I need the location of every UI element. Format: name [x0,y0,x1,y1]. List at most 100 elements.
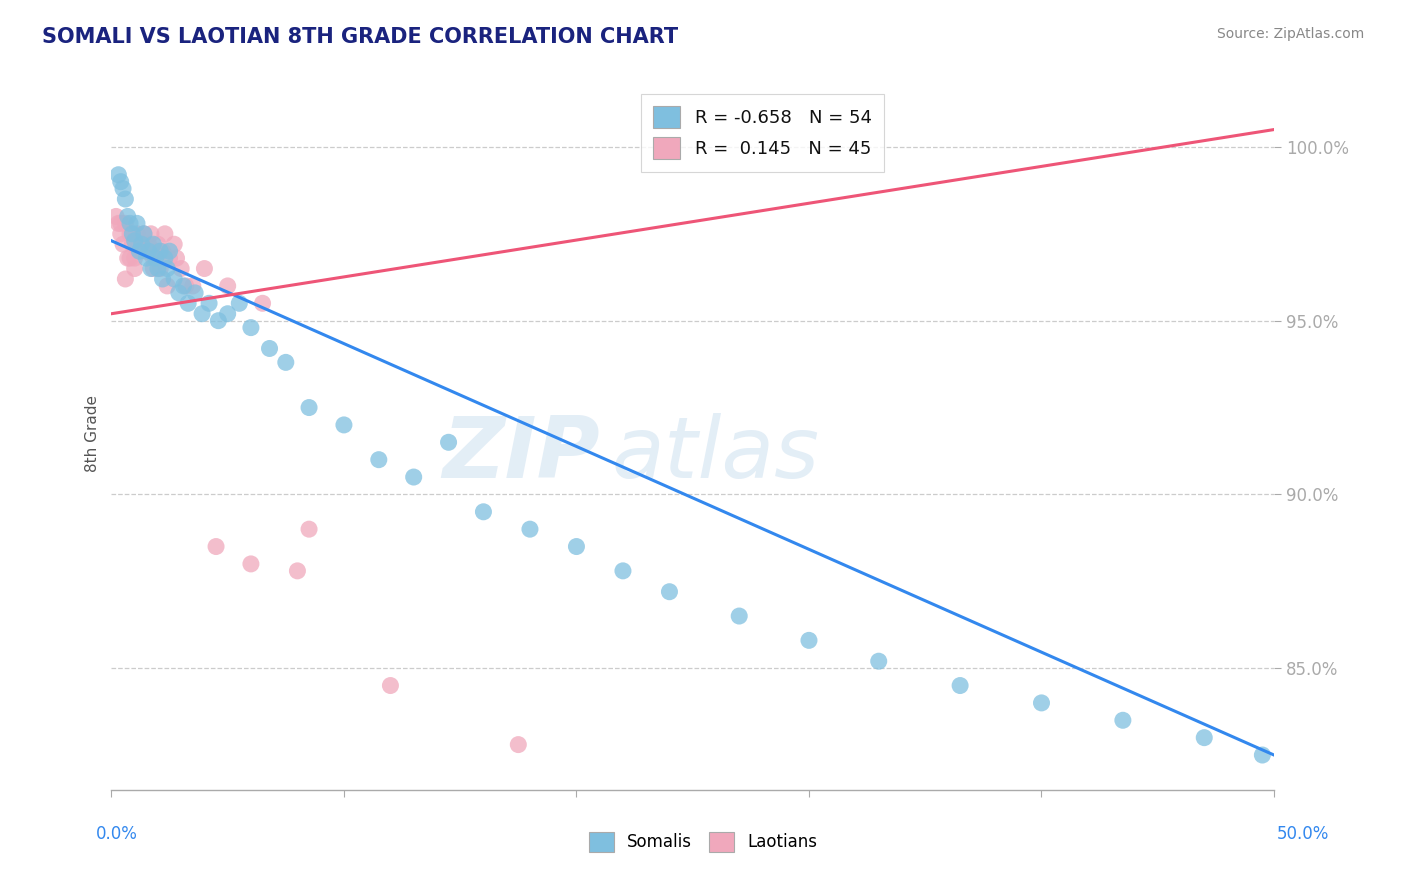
Point [437,435,460,450]
Point [149,261,172,276]
Point [167,285,190,300]
Point [139,227,162,241]
Point [239,320,262,334]
Point [132,227,155,241]
Point [949,679,972,693]
Legend: R = -0.658   N = 54, R =  0.145   N = 45: R = -0.658 N = 54, R = 0.145 N = 45 [641,94,884,172]
Point [125,216,148,230]
Point [152,272,174,286]
Point [1112,713,1135,727]
Point [207,314,229,328]
Point [333,417,356,432]
Point [131,237,153,252]
Point [177,296,200,310]
Point [173,279,195,293]
Point [156,261,179,276]
Point [565,540,588,554]
Point [217,307,239,321]
Point [658,584,681,599]
Point [166,251,188,265]
Point [142,251,165,265]
Point [868,654,890,668]
Point [217,279,239,293]
Text: Source: ZipAtlas.com: Source: ZipAtlas.com [1216,27,1364,41]
Point [114,192,136,206]
Point [112,181,135,195]
Point [110,175,132,189]
Point [156,279,179,293]
Point [124,251,146,265]
Point [107,168,129,182]
Point [125,227,148,241]
Point [1194,731,1216,745]
Point [228,296,250,310]
Text: 0.0%: 0.0% [96,825,138,843]
Point [110,227,132,241]
Point [728,609,751,624]
Point [259,342,281,356]
Point [145,244,167,259]
Text: SOMALI VS LAOTIAN 8TH GRADE CORRELATION CHART: SOMALI VS LAOTIAN 8TH GRADE CORRELATION … [42,27,678,46]
Text: atlas: atlas [612,414,820,497]
Point [274,355,297,369]
Point [163,237,186,252]
Point [114,216,136,230]
Point [131,237,153,252]
Point [252,296,274,310]
Point [198,296,221,310]
Point [152,244,174,259]
Point [191,307,214,321]
Point [298,522,321,536]
Point [380,679,402,693]
Point [135,244,157,259]
Legend: Somalis, Laotians: Somalis, Laotians [582,825,824,859]
Point [1251,747,1274,762]
Point [797,633,820,648]
Y-axis label: 8th Grade: 8th Grade [86,395,100,472]
Point [472,505,495,519]
Point [181,279,204,293]
Point [193,261,215,276]
Point [118,216,141,230]
Point [612,564,634,578]
Point [110,216,132,230]
Point [124,261,146,276]
Point [153,227,176,241]
Point [121,227,143,241]
Point [159,251,181,265]
Point [118,251,141,265]
Point [135,251,157,265]
Point [205,540,228,554]
Point [1031,696,1053,710]
Point [117,210,139,224]
Point [124,234,146,248]
Text: 50.0%: 50.0% [1277,825,1329,843]
Point [117,251,139,265]
Point [128,244,150,259]
Text: ZIP: ZIP [441,414,600,497]
Point [121,237,143,252]
Point [146,261,169,276]
Point [107,216,129,230]
Point [138,244,160,259]
Point [128,244,150,259]
Point [159,244,181,259]
Point [367,452,389,467]
Point [114,272,136,286]
Point [174,279,197,293]
Point [508,738,530,752]
Point [105,210,128,224]
Point [138,237,160,252]
Point [298,401,321,415]
Point [142,237,165,252]
Point [170,261,193,276]
Point [135,244,157,259]
Point [287,564,309,578]
Point [142,261,165,276]
Point [163,272,186,286]
Point [118,227,141,241]
Point [184,285,207,300]
Point [139,261,162,276]
Point [146,237,169,252]
Point [128,237,150,252]
